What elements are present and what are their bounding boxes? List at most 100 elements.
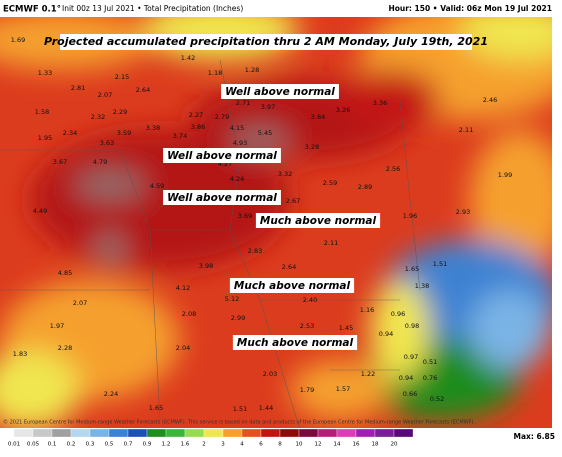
precip-value: 1.51 <box>433 260 447 268</box>
precip-value: 2.93 <box>456 208 470 216</box>
model-name: ECMWF 0.1° <box>3 5 61 15</box>
precip-value: 2.28 <box>58 344 72 352</box>
precip-value: 1.58 <box>35 108 49 116</box>
colorbar-swatch <box>393 428 414 438</box>
precip-value: 3.59 <box>117 129 131 137</box>
precip-value: 1.69 <box>11 36 25 44</box>
precip-value: 2.15 <box>115 73 129 81</box>
colorbar-swatch <box>260 428 281 438</box>
precip-value: 2.53 <box>300 322 314 330</box>
colorbar-swatch <box>298 428 319 438</box>
precip-value: 2.07 <box>73 299 87 307</box>
precip-value: 3.32 <box>278 170 292 178</box>
precip-value: 1.65 <box>405 265 419 273</box>
precip-value: 5.12 <box>225 295 239 303</box>
precip-value: 4.27 <box>218 160 232 168</box>
colorbar-swatch <box>89 428 110 438</box>
precip-value: 2.03 <box>263 370 277 378</box>
precip-value: 1.22 <box>361 370 375 378</box>
precip-value: 0.66 <box>403 390 417 398</box>
precip-value: 2.07 <box>98 91 112 99</box>
precip-value: 2.04 <box>176 344 190 352</box>
colorbar-swatch <box>13 428 34 438</box>
title-box <box>60 34 472 50</box>
credit: © 2021 European Centre for Medium-range … <box>3 419 476 426</box>
colorbar-label: 1.6 <box>181 442 190 448</box>
precip-value: 1.18 <box>208 69 222 77</box>
colorbar-swatch <box>374 428 395 438</box>
precip-value: 3.26 <box>336 106 350 114</box>
precip-value: 2.64 <box>282 263 296 271</box>
precip-value: 1.16 <box>360 306 374 314</box>
precip-value: 2.34 <box>63 129 77 137</box>
colorbar-label: 0.9 <box>143 442 152 448</box>
colorbar-swatch <box>165 428 186 438</box>
precip-value: 1.33 <box>38 69 52 77</box>
colorbar-swatch <box>317 428 338 438</box>
precip-value: 3.74 <box>173 132 187 140</box>
precip-value: 2.46 <box>483 96 497 104</box>
precip-value: 2.99 <box>231 314 245 322</box>
precip-value: 1.44 <box>259 404 273 412</box>
precip-value: 2.71 <box>236 99 250 107</box>
precip-value: 0.52 <box>430 395 444 403</box>
colorbar-swatch <box>51 428 72 438</box>
map-title: Projected accumulated precipitation thru… <box>44 35 488 48</box>
colorbar-swatch <box>70 428 91 438</box>
precip-value: 1.65 <box>149 404 163 412</box>
precip-value: 1.57 <box>336 385 350 393</box>
colorbar-label: 0.5 <box>105 442 114 448</box>
colorbar-swatch <box>241 428 262 438</box>
colorbar-label: 14 <box>334 442 341 448</box>
precip-value: 3.36 <box>373 99 387 107</box>
precip-value: 1.97 <box>50 322 64 330</box>
colorbar-label: 3 <box>221 442 225 448</box>
precip-value: 2.24 <box>104 390 118 398</box>
precip-value: 2.56 <box>386 165 400 173</box>
precip-value: 0.94 <box>399 374 413 382</box>
precip-value: 2.81 <box>71 84 85 92</box>
precip-value: 4.15 <box>230 124 244 132</box>
colorbar-swatch <box>108 428 129 438</box>
annotation: Much above normal <box>234 280 351 292</box>
max-label: Max: 6.85 <box>514 432 555 441</box>
precip-value: 2.67 <box>286 197 300 205</box>
precip-value: 3.97 <box>261 103 275 111</box>
precip-value: 0.96 <box>391 310 405 318</box>
colorbar-swatch <box>355 428 376 438</box>
annotation-box <box>163 190 281 205</box>
precip-value: 4.24 <box>230 175 244 183</box>
annotation-box <box>221 84 339 99</box>
precip-value: 0.76 <box>423 374 437 382</box>
annotation: Much above normal <box>260 215 377 227</box>
colorbar-label: 4 <box>240 442 244 448</box>
precip-value: 0.98 <box>405 322 419 330</box>
precip-value: 4.12 <box>176 284 190 292</box>
precip-value: 3.84 <box>311 113 325 121</box>
valid-time: Hour: 150 • Valid: 06z Mon 19 Jul 2021 <box>388 4 552 13</box>
colorbar-label: 0.3 <box>86 442 95 448</box>
colorbar-label: 6 <box>259 442 263 448</box>
precip-value: 5.45 <box>258 129 272 137</box>
colorbar-label: 8 <box>278 442 282 448</box>
annotation-box <box>229 278 355 293</box>
precip-value: 3.98 <box>199 262 213 270</box>
precip-value: 3.86 <box>191 123 205 131</box>
precip-value: 2.89 <box>358 183 372 191</box>
precip-value: 2.08 <box>182 310 196 318</box>
precip-value: 4.49 <box>33 207 47 215</box>
precip-value: 2.27 <box>189 111 203 119</box>
precip-value: 3.38 <box>146 124 160 132</box>
precip-value: 3.69 <box>238 212 252 220</box>
colorbar-swatch <box>222 428 243 438</box>
colorbar-swatch <box>146 428 167 438</box>
colorbar-label: 0.2 <box>67 442 76 448</box>
precip-value: 2.32 <box>91 113 105 121</box>
precip-value: 1.38 <box>415 282 429 290</box>
colorbar-swatch <box>127 428 148 438</box>
precip-value: 1.96 <box>403 212 417 220</box>
colorbar-label: 1.2 <box>162 442 171 448</box>
precip-value: 1.95 <box>38 134 52 142</box>
colorbar-label: 10 <box>296 442 303 448</box>
